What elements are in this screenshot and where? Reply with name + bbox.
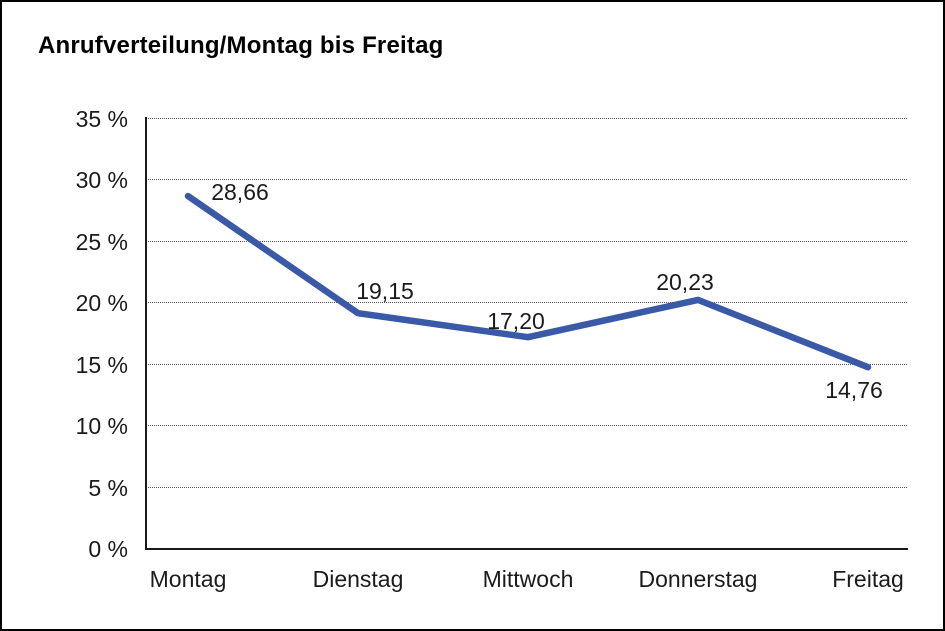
- y-tick-label: 10 %: [75, 413, 128, 439]
- data-line: [184, 192, 872, 371]
- data-point-label: 17,20: [487, 308, 545, 334]
- chart-title: Anrufverteilung/Montag bis Freitag: [38, 32, 444, 59]
- gridline-15: [145, 364, 907, 365]
- y-tick-label: 15 %: [75, 352, 128, 378]
- y-tick-label: 25 %: [75, 229, 128, 255]
- gridline-10: [145, 425, 907, 426]
- data-point-label: 19,15: [356, 278, 414, 304]
- gridline-25: [145, 241, 907, 242]
- gridline-35: [145, 118, 907, 119]
- gridline-5: [145, 487, 907, 488]
- data-point-label: 14,76: [825, 377, 883, 403]
- gridline-30: [145, 179, 907, 180]
- x-category-label: Montag: [149, 566, 227, 592]
- x-category-label: Donnerstag: [638, 566, 758, 592]
- data-point-label: 28,66: [211, 179, 269, 205]
- x-category-label: Dienstag: [312, 566, 404, 592]
- y-tick-label: 35 %: [75, 106, 128, 132]
- y-axis-line: [145, 117, 147, 550]
- data-point-label: 20,23: [656, 269, 714, 295]
- y-tick-label: 30 %: [75, 167, 128, 193]
- x-axis-line: [145, 548, 908, 550]
- x-category-label: Freitag: [832, 566, 904, 592]
- x-category-label: Mittwoch: [482, 566, 574, 592]
- y-tick-label: 5 %: [88, 475, 128, 501]
- gridline-20: [145, 302, 907, 303]
- y-tick-label: 20 %: [75, 290, 128, 316]
- y-tick-label: 0 %: [88, 536, 128, 562]
